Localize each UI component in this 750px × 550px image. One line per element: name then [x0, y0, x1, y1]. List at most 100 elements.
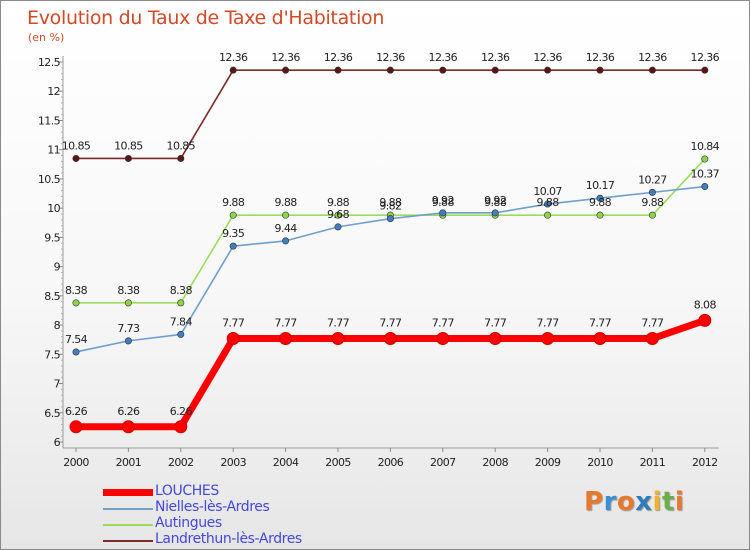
data-label-3: 10.85	[62, 139, 91, 152]
data-label-3: 12.36	[271, 51, 300, 64]
series-point-2	[282, 211, 290, 219]
legend-swatch	[103, 540, 153, 542]
data-label-3: 12.36	[533, 51, 562, 64]
series-point-3	[386, 66, 394, 74]
legend-label: Nielles-lès-Ardres	[155, 499, 270, 515]
data-label-2: 8.38	[65, 284, 88, 297]
data-label-1: 7.84	[170, 315, 193, 328]
series-point-3	[701, 66, 709, 74]
data-label-0: 7.77	[537, 317, 560, 330]
series-point-2	[177, 299, 185, 307]
data-label-1: 10.27	[638, 173, 667, 186]
series-point-1	[124, 337, 132, 345]
data-label-0: 6.26	[117, 405, 140, 418]
series-point-0	[383, 332, 397, 346]
data-label-1: 9.35	[222, 227, 245, 240]
brand-letter: i	[674, 487, 685, 517]
y-tick-label: 11.5	[38, 114, 61, 127]
series-point-3	[648, 66, 656, 74]
series-point-3	[124, 154, 132, 162]
series-point-3	[596, 66, 604, 74]
data-label-2: 10.84	[691, 140, 720, 153]
data-label-2: 9.88	[275, 196, 298, 209]
data-label-2: 9.88	[537, 196, 560, 209]
legend-swatch	[103, 524, 153, 526]
data-label-1: 9.68	[327, 208, 350, 221]
series-point-0	[279, 332, 293, 346]
brand-letter: i	[652, 487, 662, 517]
data-label-3: 10.85	[167, 139, 196, 152]
series-point-1	[282, 237, 290, 245]
data-label-1: 10.37	[691, 168, 720, 181]
data-label-2: 8.38	[117, 284, 140, 297]
series-point-2	[72, 299, 80, 307]
y-tick-label: 10.5	[38, 173, 61, 186]
data-label-1: 10.17	[586, 179, 615, 192]
data-label-0: 7.77	[589, 317, 612, 330]
y-tick-label: 7	[54, 378, 61, 391]
data-label-1: 9.44	[275, 222, 298, 235]
series-point-1	[648, 188, 656, 196]
brand-letter: t	[661, 487, 675, 517]
y-tick-label: 6	[54, 436, 61, 449]
data-label-2: 9.88	[641, 196, 664, 209]
series-point-3	[439, 66, 447, 74]
data-label-1: 7.73	[117, 322, 140, 335]
data-label-3: 12.36	[219, 51, 248, 64]
x-tick-label: 2011	[640, 456, 666, 469]
y-tick-label: 9	[54, 261, 61, 274]
data-label-1: 9.92	[484, 194, 506, 207]
y-tick-label: 10	[47, 202, 60, 215]
data-label-0: 7.77	[222, 317, 245, 330]
series-point-0	[541, 332, 555, 346]
series-point-0	[226, 332, 240, 346]
brand-letter: o	[616, 487, 636, 517]
data-label-1: 9.82	[379, 200, 401, 213]
data-label-3: 12.36	[481, 51, 510, 64]
legend-swatch	[103, 508, 153, 510]
series-point-3	[177, 154, 185, 162]
data-label-2: 9.88	[589, 196, 612, 209]
series-point-2	[701, 155, 709, 163]
y-tick-label: 8.5	[44, 290, 60, 303]
series-point-1	[491, 209, 499, 217]
series-point-2	[596, 211, 604, 219]
data-label-2: 9.88	[327, 196, 350, 209]
data-label-2: 8.38	[170, 284, 193, 297]
data-label-0: 7.77	[327, 317, 350, 330]
series-point-1	[701, 183, 709, 191]
data-label-3: 12.36	[429, 51, 458, 64]
data-label-3: 12.36	[586, 51, 615, 64]
data-label-0: 7.77	[484, 317, 507, 330]
data-label-0: 7.77	[641, 317, 664, 330]
series-point-1	[72, 348, 80, 356]
y-tick-label: 7.5	[44, 348, 60, 361]
x-tick-label: 2008	[482, 456, 508, 469]
x-tick-label: 2005	[325, 456, 351, 469]
series-point-0	[593, 332, 607, 346]
y-tick-label: 6.5	[44, 407, 60, 420]
x-tick-label: 2001	[116, 456, 142, 469]
data-label-1: 7.54	[65, 333, 88, 346]
series-point-0	[121, 420, 135, 434]
data-label-0: 7.77	[379, 317, 402, 330]
y-tick-label: 12	[47, 85, 60, 98]
y-tick-label: 11	[47, 144, 60, 157]
x-tick-label: 2012	[692, 456, 718, 469]
series-point-2	[124, 299, 132, 307]
data-label-2: 9.88	[379, 196, 402, 209]
series-point-0	[331, 332, 345, 346]
series-point-1	[596, 194, 604, 202]
data-label-0: 6.26	[170, 405, 193, 418]
data-label-1: 9.92	[432, 194, 454, 207]
y-tick-label: 8	[54, 319, 61, 332]
data-label-3: 10.85	[114, 139, 143, 152]
x-tick-label: 2003	[220, 456, 246, 469]
data-label-3: 12.36	[376, 51, 405, 64]
data-label-0: 8.08	[694, 298, 717, 311]
data-label-2: 9.88	[222, 196, 245, 209]
data-label-0: 7.77	[432, 317, 455, 330]
data-label-2: 9.88	[484, 196, 507, 209]
series-point-3	[72, 154, 80, 162]
x-tick-label: 2006	[378, 456, 404, 469]
